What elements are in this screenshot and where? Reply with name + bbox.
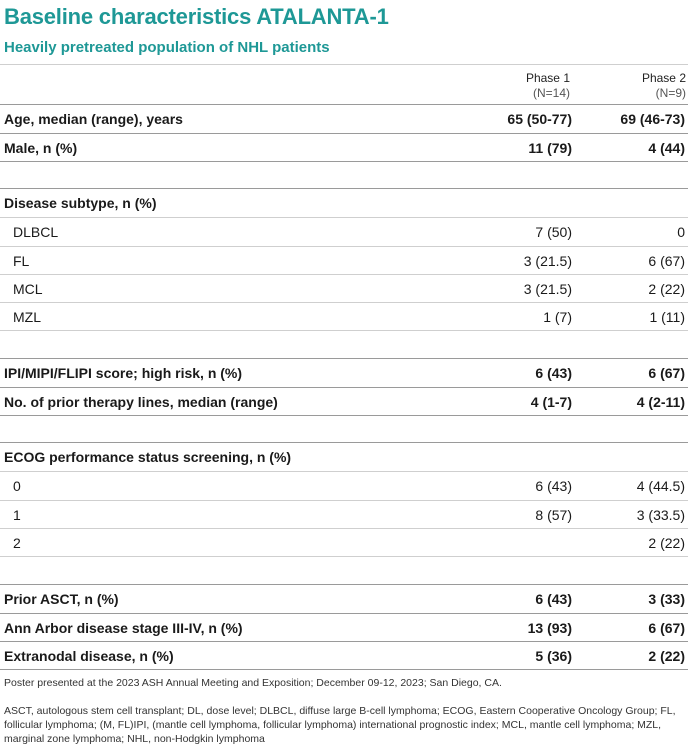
column-header-phase-2-label: Phase 2: [641, 71, 686, 85]
row-label: MZL: [13, 309, 41, 325]
phase-1-value: 4 (1-7): [530, 394, 572, 410]
row-label: Ann Arbor disease stage III-IV, n (%): [4, 620, 243, 636]
column-header-phase-1-n: (N=14): [532, 86, 570, 100]
row-label: FL: [13, 253, 30, 269]
phase-2-value: 4 (2-11): [636, 394, 685, 410]
row-label: Extranodal disease, n (%): [4, 648, 174, 664]
column-header-phase-2-n: (N=9): [655, 86, 686, 100]
row-divider: [0, 246, 688, 247]
phase-2-value: 3 (33): [648, 591, 685, 607]
row-divider: [0, 217, 688, 218]
row-label: DLBCL: [13, 224, 59, 240]
phase-1-value: 6 (43): [535, 365, 572, 381]
phase-2-value: 2 (22): [648, 535, 685, 551]
row-label: MCL: [13, 281, 43, 297]
phase-2-value: 6 (67): [648, 253, 685, 269]
phase-1-value: 13 (93): [527, 620, 572, 636]
row-divider: [0, 358, 688, 359]
table-row-prior-lines: No. of prior therapy lines, median (rang…: [0, 388, 688, 416]
table-row-fl: FL 3 (21.5) 6 (67): [0, 247, 688, 275]
row-divider: [0, 556, 688, 557]
phase-2-value: 2 (22): [648, 648, 685, 664]
row-divider: [0, 442, 688, 443]
phase-2-value: 4 (44): [648, 140, 685, 156]
phase-1-value: 8 (57): [535, 507, 572, 523]
table-row-male: Male, n (%) 11 (79) 4 (44): [0, 134, 688, 162]
page-title: Baseline characteristics ATALANTA-1: [4, 4, 389, 29]
table-row-disease-subtype: Disease subtype, n (%): [0, 189, 688, 217]
table-row-ipi: IPI/MIPI/FLIPI score; high risk, n (%) 6…: [0, 359, 688, 387]
row-divider: [0, 528, 688, 529]
phase-1-value: 11 (79): [528, 140, 572, 156]
table-row-ecog-2: 2 2 (22): [0, 529, 688, 557]
header-divider: [0, 64, 688, 65]
column-header-phase-1: Phase 1 (N=14): [440, 71, 570, 101]
phase-1-value: 6 (43): [535, 591, 572, 607]
phase-2-value: 2 (22): [648, 281, 685, 297]
table-row-dlbcl: DLBCL 7 (50) 0: [0, 218, 688, 246]
row-divider: [0, 415, 688, 416]
table-row-mzl: MZL 1 (7) 1 (11): [0, 303, 688, 331]
row-divider: [0, 302, 688, 303]
phase-2-value: 3 (33.5): [636, 507, 685, 523]
phase-2-value: 0: [677, 224, 685, 240]
page-subtitle: Heavily pretreated population of NHL pat…: [4, 39, 330, 56]
phase-1-value: 65 (50-77): [507, 111, 572, 127]
row-divider: [0, 104, 688, 105]
phase-1-value: 3 (21.5): [523, 253, 572, 269]
section-label: ECOG performance status screening, n (%): [4, 449, 292, 465]
row-label: 0: [13, 478, 21, 494]
phase-1-value: 1 (7): [543, 309, 572, 325]
phase-2-value: 6 (67): [648, 620, 685, 636]
row-label: Male, n (%): [4, 140, 78, 156]
row-divider: [0, 613, 688, 614]
row-divider: [0, 387, 688, 388]
table-row-ann-arbor: Ann Arbor disease stage III-IV, n (%) 13…: [0, 614, 688, 642]
column-header-phase-2: Phase 2 (N=9): [556, 71, 686, 101]
row-divider: [0, 641, 688, 642]
phase-2-value: 6 (67): [648, 365, 685, 381]
table-row-mcl: MCL 3 (21.5) 2 (22): [0, 275, 688, 303]
row-divider: [0, 133, 688, 134]
row-divider: [0, 500, 688, 501]
table-row-extranodal: Extranodal disease, n (%) 5 (36) 2 (22): [0, 642, 688, 670]
row-divider: [0, 584, 688, 585]
row-divider: [0, 274, 688, 275]
row-label: Prior ASCT, n (%): [4, 591, 119, 607]
table-row-age: Age, median (range), years 65 (50-77) 69…: [0, 105, 688, 133]
phase-2-value: 1 (11): [649, 309, 685, 325]
phase-1-value: 5 (36): [535, 648, 572, 664]
row-divider: [0, 188, 688, 189]
phase-1-value: 3 (21.5): [523, 281, 572, 297]
row-divider: [0, 161, 688, 162]
section-label: Disease subtype, n (%): [4, 195, 157, 211]
table-row-ecog: ECOG performance status screening, n (%): [0, 443, 688, 471]
row-label: 1: [13, 507, 21, 523]
footnote-poster: Poster presented at the 2023 ASH Annual …: [4, 677, 502, 689]
table-row-ecog-1: 1 8 (57) 3 (33.5): [0, 501, 688, 529]
phase-2-value: 4 (44.5): [636, 478, 685, 494]
phase-2-value: 69 (46-73): [620, 111, 685, 127]
row-label: 2: [13, 535, 21, 551]
row-divider: [0, 330, 688, 331]
table-row-ecog-0: 0 6 (43) 4 (44.5): [0, 472, 688, 500]
phase-1-value: 6 (43): [535, 478, 572, 494]
row-label: No. of prior therapy lines, median (rang…: [4, 394, 278, 410]
column-header-phase-1-label: Phase 1: [525, 71, 570, 85]
row-divider: [0, 471, 688, 472]
row-label: Age, median (range), years: [4, 111, 183, 127]
table-bottom-divider: [0, 669, 688, 670]
table-row-prior-asct: Prior ASCT, n (%) 6 (43) 3 (33): [0, 585, 688, 613]
phase-1-value: 7 (50): [535, 224, 572, 240]
row-label: IPI/MIPI/FLIPI score; high risk, n (%): [4, 365, 243, 381]
footnote-abbreviations: ASCT, autologous stem cell transplant; D…: [4, 705, 676, 745]
